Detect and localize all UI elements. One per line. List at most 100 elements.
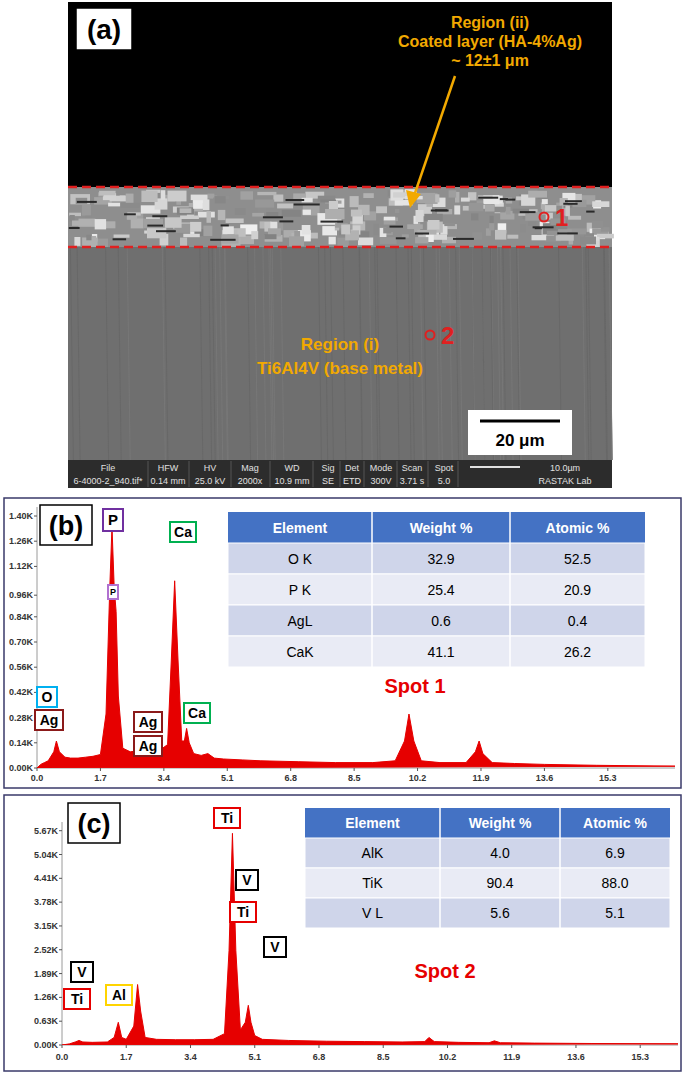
x-tick <box>62 1045 63 1048</box>
coating-grain <box>402 234 409 237</box>
coating-crack <box>321 221 344 223</box>
coating-crack <box>500 198 508 200</box>
y-tick <box>34 595 37 596</box>
y-tick-label: 0.28K <box>9 713 34 723</box>
coating-grain <box>180 208 192 213</box>
coating-grain <box>264 234 276 239</box>
base-streak <box>255 247 258 460</box>
y-tick-label: 0.56K <box>9 662 34 672</box>
base-streak <box>220 247 223 460</box>
coating-grain <box>350 196 359 207</box>
panel-label: (a) <box>87 14 121 45</box>
base-streak <box>281 247 284 460</box>
coating-grain <box>568 216 581 220</box>
x-tick-label: 15.3 <box>631 1052 649 1062</box>
info-bar <box>68 460 612 488</box>
info-header: HFW <box>158 463 179 473</box>
base-streak <box>209 247 212 460</box>
coating-grain <box>592 201 609 207</box>
y-tick-label: 1.26K <box>34 992 59 1002</box>
coating-grain <box>266 212 278 216</box>
coating-grain <box>302 225 311 235</box>
x-tick <box>354 768 355 771</box>
info-header: WD <box>285 463 300 473</box>
x-tick-label: 5.1 <box>248 1052 261 1062</box>
info-header: File <box>101 463 116 473</box>
x-tick <box>126 1045 127 1048</box>
base-streak <box>609 247 612 460</box>
coating-grain <box>277 204 293 209</box>
x-tick <box>318 1045 319 1048</box>
coating-grain <box>141 191 157 202</box>
x-tick-label: 8.5 <box>348 773 361 783</box>
coating-crack <box>113 238 127 240</box>
base-streak <box>456 247 459 460</box>
table-row <box>305 898 670 928</box>
info-separator <box>458 461 459 487</box>
base-streak <box>271 247 274 460</box>
base-streak <box>396 247 399 460</box>
coating-grain <box>147 228 166 239</box>
base-streak <box>200 247 203 460</box>
coating-crack <box>221 224 229 226</box>
coating-grain <box>407 224 423 229</box>
info-separator <box>189 461 190 487</box>
x-tick <box>575 1045 576 1048</box>
base-streak <box>449 247 452 460</box>
coating-grain <box>208 194 215 198</box>
table-cell: AgL <box>288 613 313 629</box>
table-cell: 41.1 <box>427 644 454 660</box>
coating-crack <box>147 225 163 227</box>
coating-crack <box>557 232 578 234</box>
x-tick <box>417 768 418 771</box>
base-streak <box>609 247 612 460</box>
x-tick <box>607 768 608 771</box>
y-tick-label: 1.12K <box>9 561 34 571</box>
coating-grain <box>114 235 130 238</box>
coating-grain <box>215 196 226 203</box>
x-tick-label: 0.0 <box>31 773 44 783</box>
table-cell: TiK <box>362 875 383 891</box>
coating-grain <box>376 206 387 213</box>
y-tick <box>59 902 62 903</box>
info-separator <box>397 461 398 487</box>
y-tick <box>34 541 37 542</box>
coating-grain <box>72 221 92 226</box>
coating-crack <box>390 226 404 228</box>
coating-grain <box>223 226 234 234</box>
element-box <box>108 585 118 599</box>
coating-grain <box>592 221 603 229</box>
coating-crack <box>69 227 80 229</box>
coating-grain <box>255 200 274 208</box>
info-value: 10.9 mm <box>274 476 309 486</box>
y-tick <box>59 949 62 950</box>
base-streak <box>70 247 73 460</box>
base-streak <box>408 247 411 460</box>
coating-grain <box>444 223 455 226</box>
info-value: 3.71 s <box>400 476 425 486</box>
coating-grain <box>251 231 258 239</box>
coating-grain <box>506 207 511 215</box>
table-cell: AlK <box>362 845 384 861</box>
x-tick <box>640 1045 641 1048</box>
coating-grain <box>528 222 536 226</box>
info-separator <box>231 461 232 487</box>
coating-grain <box>235 208 246 215</box>
coating-crack <box>156 230 176 232</box>
info-value: 6-4000-2_940.tif* <box>73 476 143 486</box>
x-tick <box>163 768 164 771</box>
base-streak <box>106 247 109 460</box>
element-box <box>230 902 256 922</box>
table-cell: 20.9 <box>564 582 591 598</box>
y-tick-label: 0.63K <box>34 1016 59 1026</box>
panel-frame <box>4 498 681 788</box>
coating-grain <box>395 209 399 213</box>
coating-grain <box>471 213 479 220</box>
x-tick <box>511 1045 512 1048</box>
table-cell: P K <box>289 582 312 598</box>
coating-crack <box>453 238 474 240</box>
coating-crack <box>77 201 97 203</box>
coating-grain <box>95 219 106 229</box>
coating-grain <box>193 200 203 209</box>
panel-label: (b) <box>49 511 83 541</box>
